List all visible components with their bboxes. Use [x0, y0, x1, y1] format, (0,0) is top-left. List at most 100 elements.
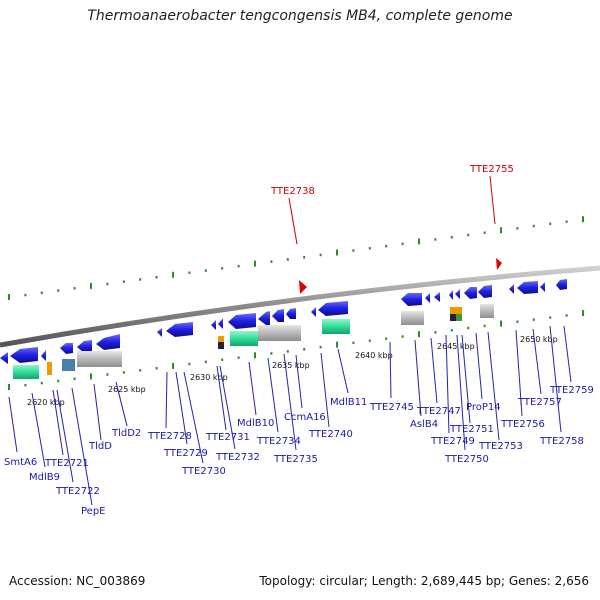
cds-block	[450, 314, 456, 321]
gene-label-leaders	[8, 325, 572, 506]
gene-arrow	[311, 307, 316, 317]
gene-label: CcmA16	[284, 412, 326, 423]
minor-tick	[483, 324, 486, 328]
gene-labels[interactable]: SmtA6 MdlB9 TTE2721 TTE2722 PepE TldD Tl…	[4, 385, 594, 517]
minor-tick	[40, 291, 43, 295]
gene-arrow	[157, 328, 162, 337]
minor-tick	[40, 381, 43, 385]
gene-arrow	[318, 301, 348, 316]
minor-tick	[385, 337, 388, 340]
minor-tick	[24, 293, 27, 297]
minor-tick	[73, 377, 76, 380]
gene-arrow	[0, 352, 8, 364]
gene-label: TTE2734	[256, 436, 301, 447]
gene-label: TTE2758	[539, 436, 584, 447]
marker-label-tte2738[interactable]: TTE2738	[270, 186, 315, 197]
marker-arrow-tte2738[interactable]	[299, 280, 307, 294]
minor-tick	[368, 339, 371, 342]
lower-tick-track	[8, 310, 584, 390]
major-tick	[418, 238, 420, 245]
gene-arrow	[517, 281, 538, 294]
major-tick	[8, 294, 10, 300]
minor-tick	[122, 371, 125, 374]
cds-block	[47, 362, 52, 375]
gene-arrow	[455, 289, 460, 299]
marker-arrow-tte2755[interactable]	[496, 258, 502, 270]
cds-block	[480, 304, 494, 318]
minor-tick	[237, 356, 240, 359]
cds-block	[218, 336, 224, 342]
minor-tick	[549, 316, 552, 319]
minor-tick	[352, 249, 355, 252]
minor-tick	[385, 244, 388, 248]
gene-arrows[interactable]	[0, 279, 567, 364]
minor-tick	[73, 287, 76, 290]
gene-arrow	[449, 290, 453, 300]
gene-label: AslB4	[410, 419, 438, 430]
minor-tick	[155, 367, 158, 370]
gene-arrow	[77, 340, 92, 353]
gene-label: MdlB11	[330, 397, 367, 408]
minor-tick	[467, 233, 470, 237]
minor-tick	[319, 345, 322, 349]
gene-label: MdlB10	[237, 418, 274, 429]
minor-tick	[434, 238, 437, 241]
minor-tick	[532, 224, 535, 228]
tick-label: 2635 kbp	[272, 361, 310, 370]
gene-arrow	[228, 313, 256, 329]
major-tick	[254, 260, 256, 267]
cds-block	[450, 307, 462, 314]
cds-block	[77, 351, 122, 367]
gene-label: TTE2735	[273, 454, 318, 465]
tick-label: 2640 kbp	[355, 351, 393, 360]
gene-arrow	[41, 350, 46, 361]
gene-arrow	[286, 308, 296, 319]
minor-tick	[57, 379, 60, 383]
marker-label-tte2755[interactable]: TTE2755	[469, 164, 514, 175]
minor-tick	[237, 264, 240, 268]
minor-tick	[221, 267, 224, 270]
gene-arrow	[272, 309, 284, 322]
gene-label: TTE2749	[430, 436, 475, 447]
minor-tick	[270, 260, 273, 263]
gene-arrow	[464, 287, 477, 299]
gene-label: TTE2751	[449, 424, 494, 435]
coordinate-ticks: 2620 kbp 2625 kbp 2630 kbp 2635 kbp 2640…	[27, 335, 558, 407]
gene-label: TTE2750	[444, 454, 489, 465]
gene-label: TTE2740	[308, 429, 353, 440]
gene-label: TTE2728	[147, 431, 192, 442]
minor-tick	[516, 320, 519, 323]
minor-tick	[303, 256, 306, 259]
minor-tick	[483, 231, 486, 234]
minor-tick	[467, 326, 470, 330]
minor-tick	[24, 383, 27, 387]
gene-label: TTE2756	[500, 419, 545, 430]
gene-label: TTE2721	[44, 458, 89, 469]
marker-line-tte2738	[288, 197, 298, 245]
cds-block	[230, 331, 258, 346]
major-tick	[90, 282, 92, 289]
gene-label: TTE2730	[181, 466, 226, 477]
gene-arrow	[96, 334, 120, 350]
major-tick	[172, 271, 174, 278]
cds-blocks[interactable]	[13, 304, 494, 379]
minor-tick	[450, 236, 453, 239]
gene-label: MdlB9	[29, 472, 60, 483]
major-tick	[254, 352, 256, 359]
gene-arrow	[60, 343, 73, 354]
minor-tick	[401, 242, 404, 246]
minor-tick	[565, 314, 568, 317]
minor-tick	[401, 335, 404, 338]
gene-arrow	[540, 282, 545, 292]
major-tick	[500, 320, 502, 327]
minor-tick	[106, 373, 109, 376]
minor-tick	[106, 282, 109, 286]
major-tick	[418, 331, 420, 338]
gene-label: TldD	[88, 441, 112, 452]
minor-tick	[532, 318, 535, 321]
minor-tick	[139, 369, 142, 372]
gene-arrow	[556, 279, 567, 290]
tick-label: 2630 kbp	[190, 373, 228, 382]
gene-label: TTE2731	[205, 432, 250, 443]
